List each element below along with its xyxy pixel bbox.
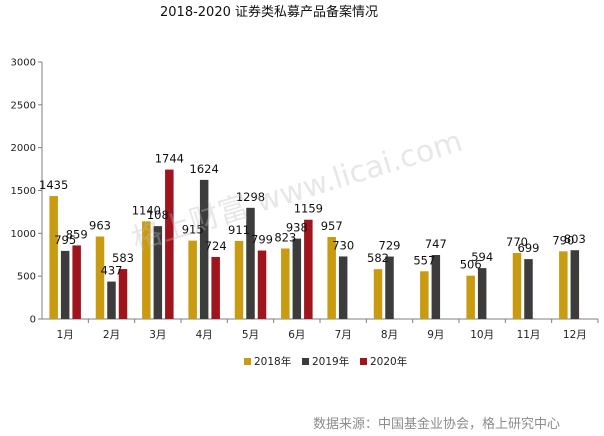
y-tick-label: 1500: [11, 186, 36, 197]
data-label-2019年-2月: 437: [101, 264, 123, 278]
bar-2018年-6月: [281, 248, 290, 319]
data-label-2020年-2月: 583: [112, 251, 134, 265]
data-label-2020年-1月: 859: [66, 227, 88, 241]
legend-swatch-2020年: [360, 358, 367, 365]
data-label-2019年-1月: 795: [54, 233, 76, 247]
data-label-2020年-4月: 724: [205, 239, 227, 253]
bar-2019年-11月: [524, 259, 533, 319]
data-label-2019年-7月: 730: [332, 238, 354, 252]
y-tick-label: 500: [17, 272, 36, 283]
bar-2018年-5月: [234, 240, 244, 319]
bar-2020年-6月: [304, 219, 313, 319]
data-label-2018年-1月: 1435: [39, 178, 68, 192]
data-label-2019年-6月: 938: [286, 221, 308, 235]
x-tick-label: 10月: [470, 329, 494, 341]
x-tick-label: 6月: [288, 329, 305, 341]
bar-2019年-7月: [338, 256, 348, 319]
x-axis: 1月 2月 3月 4月 5月 6月 7月 8月 9月 10月 11月 12月: [42, 318, 599, 341]
legend-label-2019年: 2019年: [312, 355, 349, 368]
data-label-2018年-5月: 911: [228, 223, 250, 237]
data-label-2019年-8月: 729: [379, 239, 401, 253]
data-label-2018年-8月: 582: [367, 251, 389, 265]
bar-2020年-4月: [211, 256, 220, 319]
data-label-2020年-6月: 1159: [294, 202, 323, 216]
bar-2018年-4月: [188, 240, 197, 319]
data-label-2018年-10月: 506: [460, 258, 482, 272]
bar-2020年-2月: [118, 269, 128, 319]
data-label-2018年-3月: 1140: [132, 203, 161, 217]
data-label-2018年-11月: 770: [506, 235, 528, 249]
watermark: 格上财富 www.licai.com: [128, 124, 467, 258]
bar-2018年-2月: [95, 236, 105, 319]
bar-2020年-1月: [72, 245, 81, 319]
y-axis: 0 500 1000 1500 2000 2500 3000: [11, 58, 43, 326]
legend-swatch-2019年: [302, 358, 309, 365]
data-label-2020年-5月: 799: [251, 233, 273, 247]
bar-2019年-3月: [153, 226, 163, 319]
bar-2019年-6月: [292, 238, 302, 319]
data-label-2019年-10月: 594: [471, 250, 493, 264]
bar-2018年-1月: [49, 196, 58, 319]
bar-2019年-10月: [477, 268, 487, 319]
x-tick-label: 12月: [563, 329, 587, 341]
bar-2019年-12月: [570, 250, 580, 319]
legend-swatch-2018年: [244, 358, 251, 365]
bar-2018年-8月: [373, 269, 383, 319]
x-tick-label: 8月: [381, 329, 398, 341]
bar-2018年-10月: [466, 275, 475, 319]
bar-2019年-4月: [199, 179, 209, 319]
data-label-2019年-11月: 699: [518, 241, 540, 255]
data-label-2018年-6月: 823: [274, 230, 296, 244]
bar-2018年-12月: [559, 251, 568, 319]
bar-2018年-7月: [327, 237, 336, 319]
bar-series-group: [49, 169, 580, 319]
data-label-2018年-9月: 557: [413, 253, 435, 267]
source-note: 数据来源：中国基金业协会，格上研究中心: [313, 416, 560, 432]
data-label-2018年-4月: 915: [182, 223, 204, 237]
x-tick-label: 9月: [427, 329, 444, 341]
data-label-2019年-5月: 1298: [236, 190, 265, 204]
x-tick-label: 4月: [196, 329, 213, 341]
bar-2019年-8月: [385, 256, 394, 319]
x-tick-label: 11月: [517, 329, 541, 341]
y-tick-label: 1000: [11, 229, 36, 240]
bar-2019年-2月: [107, 281, 116, 319]
bar-2020年-3月: [165, 169, 174, 319]
y-tick-label: 0: [30, 315, 36, 326]
data-label-2020年-3月: 1744: [155, 152, 184, 166]
x-tick-label: 1月: [57, 329, 74, 341]
data-label-2019年-3月: 108: [147, 208, 169, 222]
bar-2018年-9月: [420, 271, 429, 319]
data-label-2019年-9月: 747: [425, 237, 447, 251]
y-tick-label: 3000: [11, 58, 36, 69]
chart-title: 2018-2020 证券类私募产品备案情况: [160, 4, 378, 20]
bar-2018年-3月: [142, 221, 151, 319]
bar-2020年-5月: [257, 250, 267, 319]
legend: 2018年 2019年 2020年: [244, 355, 407, 368]
y-tick-label: 2500: [11, 100, 36, 111]
x-tick-label: 5月: [242, 329, 259, 341]
legend-label-2018年: 2018年: [254, 355, 291, 368]
y-tick-label: 2000: [11, 143, 36, 154]
x-tick-label: 2月: [103, 329, 120, 341]
data-label-2019年-12月: 803: [564, 232, 586, 246]
data-label-2019年-4月: 1624: [190, 162, 219, 176]
legend-label-2020年: 2020年: [370, 355, 407, 368]
x-tick-label: 7月: [335, 329, 352, 341]
data-label-2018年-7月: 957: [321, 219, 343, 233]
bar-2019年-5月: [246, 207, 255, 319]
bar-2019年-9月: [431, 255, 441, 319]
data-label-2018年-2月: 963: [89, 219, 111, 233]
bar-2018年-11月: [512, 253, 522, 319]
x-tick-label: 3月: [149, 329, 166, 341]
data-label-2018年-12月: 790: [552, 233, 574, 247]
bar-2019年-1月: [60, 250, 70, 319]
